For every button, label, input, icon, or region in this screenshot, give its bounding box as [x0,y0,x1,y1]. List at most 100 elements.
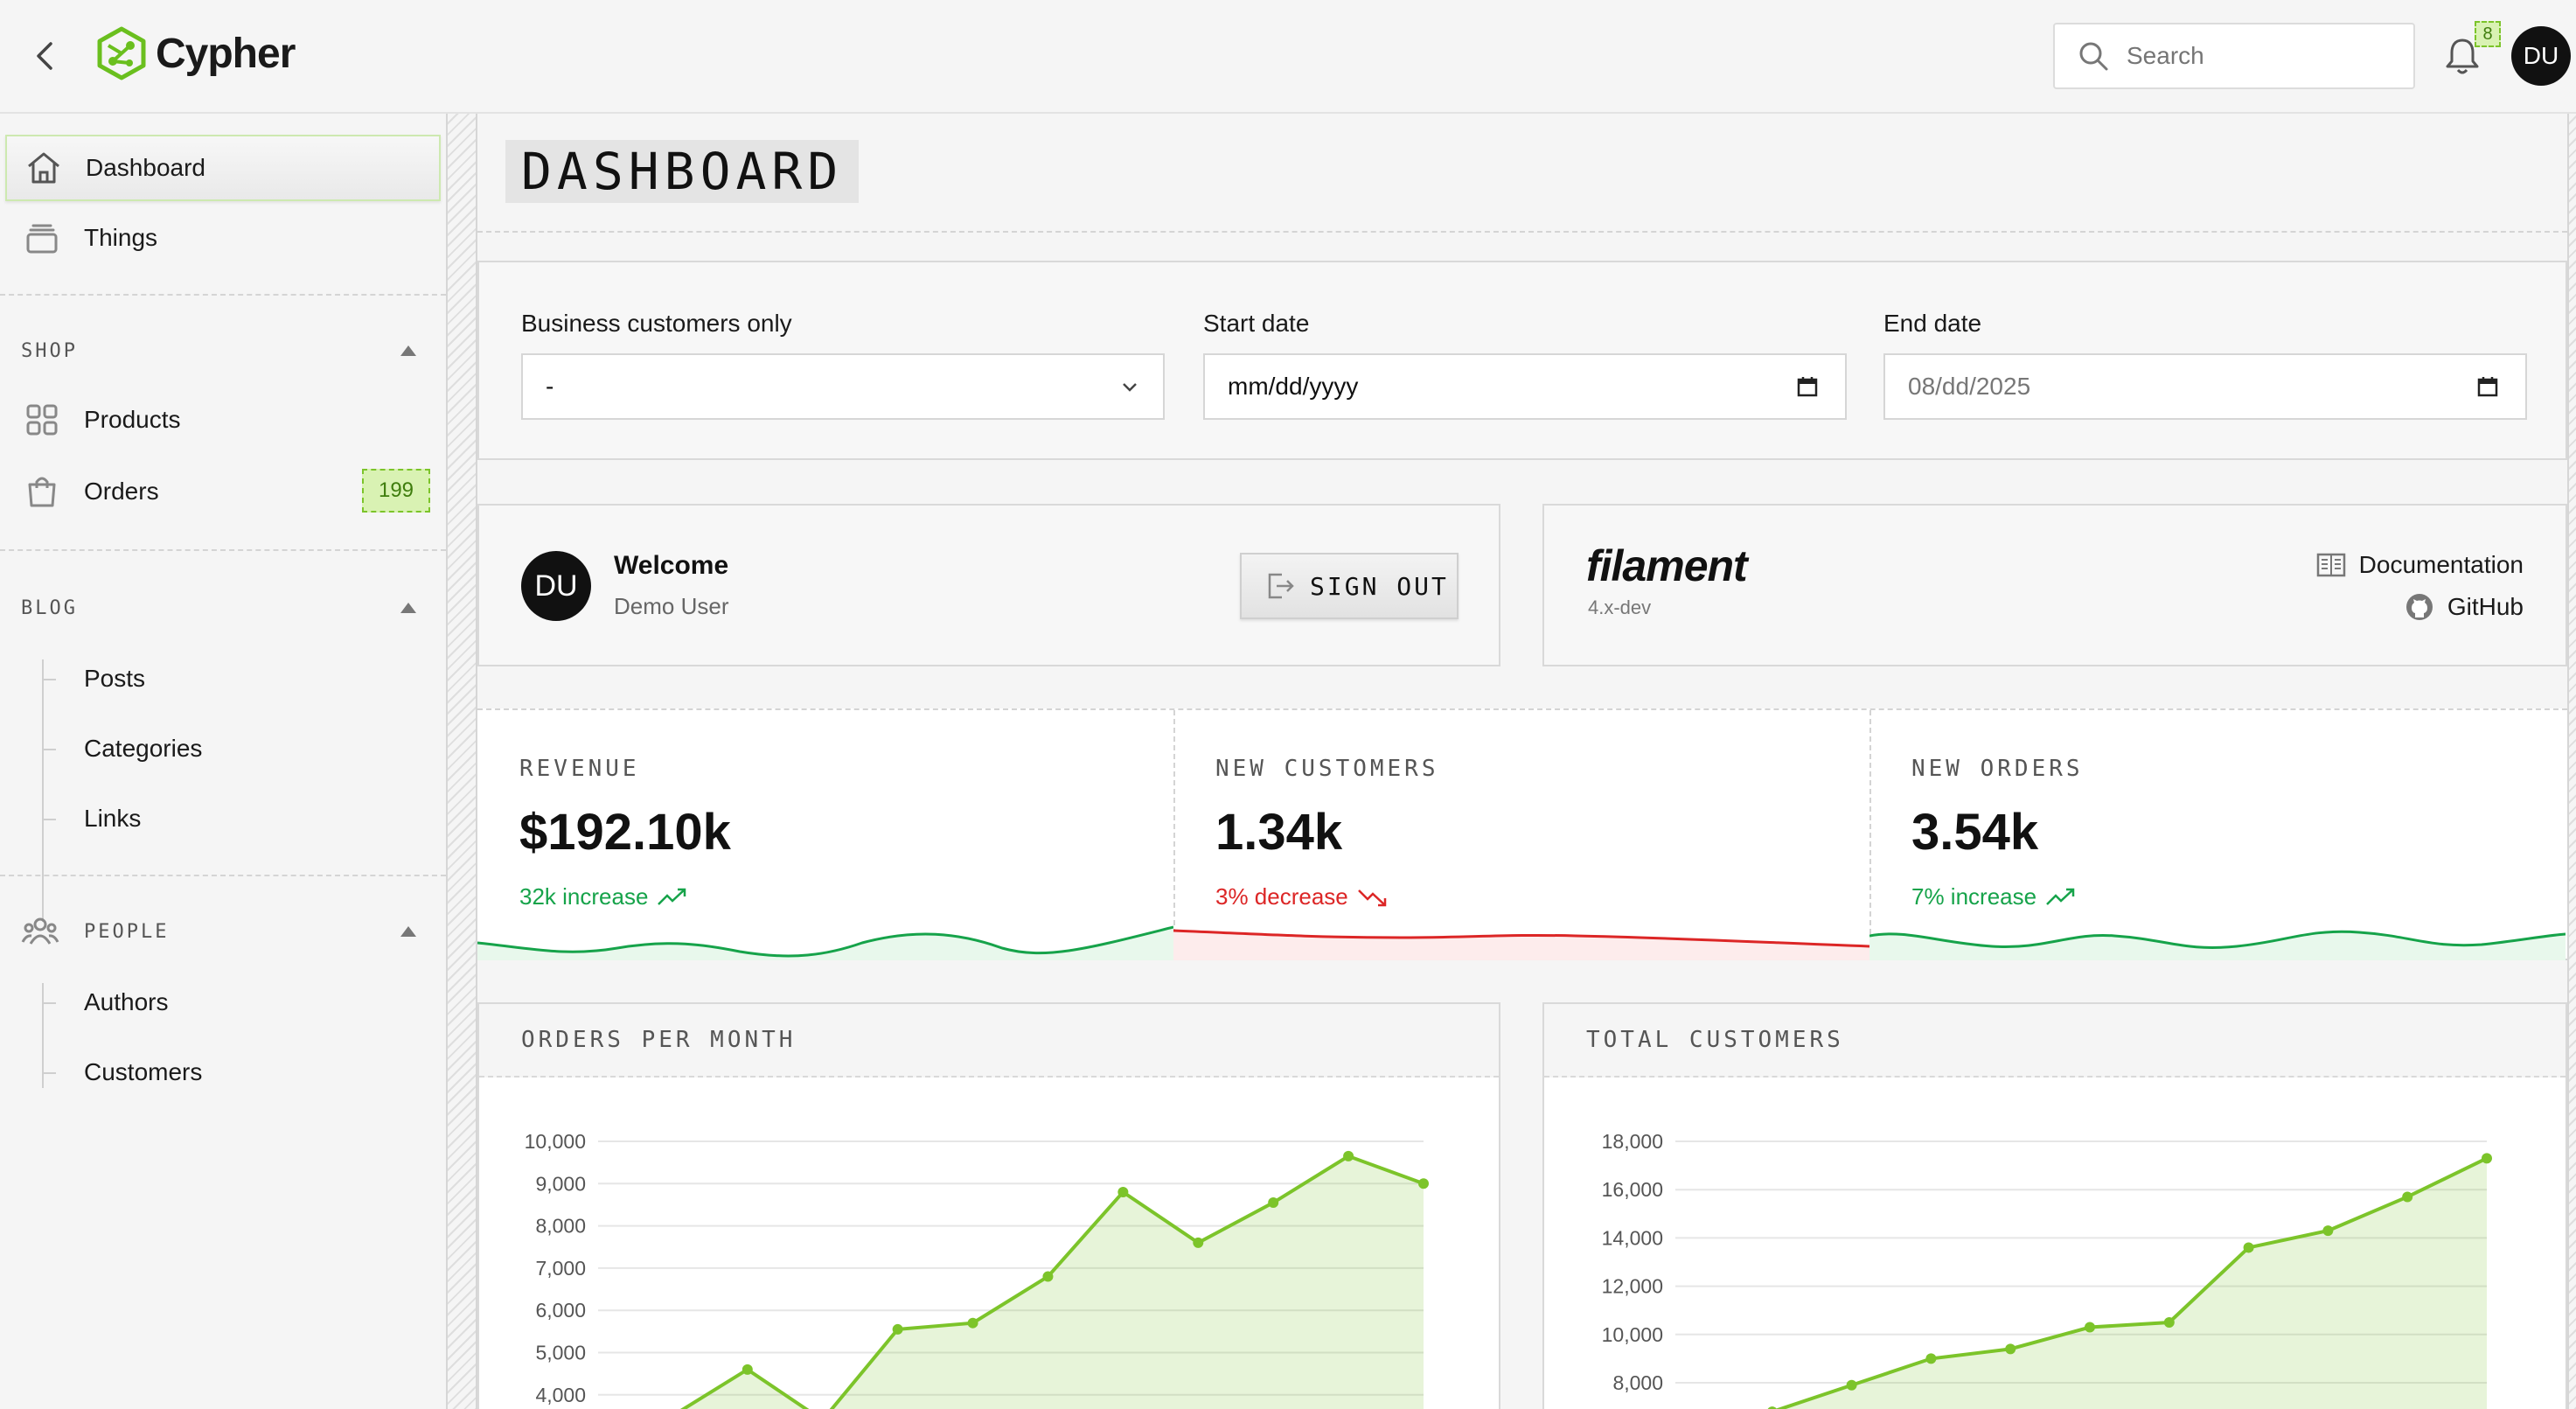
search-input[interactable] [2127,42,2389,70]
stats-overview: REVENUE $192.10k 32k increase NEW CUSTOM… [477,708,2567,960]
stat-label: NEW CUSTOMERS [1215,756,1439,782]
trending-down-icon [1357,889,1387,906]
area-fill [683,1155,1424,1409]
shopping-bag-icon [28,477,56,507]
y-tick-label: 10,000 [525,1130,586,1153]
data-point [1193,1237,1204,1248]
brand[interactable]: Cypher [96,26,296,80]
sidebar-item-things[interactable]: Things [5,205,441,271]
tree-tick [42,749,56,750]
data-point [1846,1379,1857,1391]
stat-description: 32k increase [519,883,688,910]
stat-description-text: 3% decrease [1215,883,1348,910]
total-customers-chart: 8,000 10,000 12,000 14,000 16,000 18,000 [1602,1130,2492,1409]
sidebar-divider [0,875,446,876]
brand-name: Cypher [156,30,296,77]
y-tick-label: 6,000 [535,1299,586,1322]
group-label: BLOG [21,596,78,619]
sidebar: Dashboard Things SHOP Products Orders 19… [0,114,446,1409]
data-point [1925,1353,1937,1364]
sidebar-item-categories[interactable]: Categories [5,715,441,782]
collapse-caret-icon[interactable] [400,926,416,937]
end-date-input[interactable]: 08/dd/2025 [1883,353,2527,420]
github-icon [2405,594,2433,620]
collapse-caret-icon[interactable] [400,345,416,356]
y-tick-label: 9,000 [535,1172,586,1195]
customers-chart-widget: TOTAL CUSTOMERS 8,000 10,000 12,000 14,000 1… [1542,1002,2567,1409]
github-link[interactable]: GitHub [2404,591,2524,623]
tree-tick [42,1072,56,1074]
people-icon [21,917,59,945]
sidebar-item-authors[interactable]: Authors [5,969,441,1036]
sidebar-item-label: Things [84,224,158,251]
filament-logo[interactable]: filament [1586,541,1748,590]
sidebar-item-dashboard[interactable]: Dashboard [5,135,441,201]
data-point [1268,1197,1279,1209]
revenue-sparkline [477,925,1173,960]
stat-value: 3.54k [1911,804,2039,861]
grid-icon [26,404,58,436]
stack-icon [26,224,58,254]
trending-up-icon [2046,888,2075,905]
data-point [2402,1191,2413,1203]
user-avatar: DU [521,551,591,621]
sidebar-item-links[interactable]: Links [5,785,441,852]
collapse-caret-icon[interactable] [400,603,416,613]
cypher-logo-icon [97,26,146,80]
sidebar-group-blog[interactable]: BLOG [0,586,446,630]
y-tick-label: 4,000 [535,1384,586,1406]
y-tick-label: 16,000 [1602,1178,1663,1201]
date-value: mm/dd/yyyy [1228,373,1359,400]
sidebar-edge-pattern [446,114,477,1409]
series-line [679,1154,1424,1409]
group-label: SHOP [21,339,78,362]
y-tick-label: 10,000 [1602,1323,1663,1346]
sidebar-item-label: Categories [84,735,203,762]
data-point [892,1323,903,1335]
sidebar-item-posts[interactable]: Posts [5,645,441,712]
date-value: 08/dd/2025 [1908,373,2031,400]
filament-info-widget: filament 4.x-dev Documentation GitHub [1542,504,2567,666]
search-box[interactable] [2053,23,2415,89]
stat-separator [1173,710,1175,960]
stat-label: NEW ORDERS [1911,756,2084,782]
stat-separator [1869,710,1871,960]
business-customers-select[interactable]: - [521,353,1165,420]
book-icon [2316,553,2345,577]
sign-out-button[interactable]: SIGN OUT [1240,553,1459,619]
sidebar-item-label: Posts [84,665,146,692]
orders-per-month-chart: 4,000 5,000 6,000 7,000 8,000 9,000 10,000 [525,1130,1429,1409]
welcome-title: Welcome [614,551,729,580]
start-date-input[interactable]: mm/dd/yyyy [1203,353,1847,420]
sidebar-item-products[interactable]: Products [5,387,441,453]
data-point [1343,1150,1354,1161]
area-fill [1780,1158,2487,1409]
back-chevron-icon[interactable] [30,38,61,73]
calendar-icon[interactable] [2476,375,2499,398]
documentation-label: Documentation [2358,551,2524,578]
data-point [2243,1242,2254,1253]
sidebar-item-orders[interactable]: Orders 199 [5,458,441,525]
sidebar-item-label: Dashboard [86,154,205,181]
start-date-label: Start date [1203,310,1310,337]
y-tick-label: 14,000 [1602,1226,1663,1249]
user-avatar[interactable]: DU [2511,26,2571,86]
group-label: PEOPLE [84,920,170,943]
stat-card-new-customers: NEW CUSTOMERS 1.34k 3% decrease [1173,710,1869,960]
stat-description: 3% decrease [1215,883,1389,910]
bell-icon[interactable] [2441,35,2483,77]
calendar-icon[interactable] [1796,375,1819,398]
end-date-label: End date [1883,310,1982,337]
sign-out-label: SIGN OUT [1310,571,1449,601]
sidebar-item-customers[interactable]: Customers [5,1039,441,1106]
new-orders-sparkline [1869,930,2566,960]
github-label: GitHub [2447,593,2524,620]
sidebar-group-people[interactable]: PEOPLE [0,910,446,953]
sidebar-group-shop[interactable]: SHOP [0,329,446,373]
page-title: DASHBOARD [505,140,860,203]
chart-title: TOTAL CUSTOMERS [1586,1027,1844,1053]
documentation-link[interactable]: Documentation [2315,549,2524,581]
stat-description-text: 32k increase [519,883,649,910]
new-customers-sparkline [1173,929,1869,960]
data-point [741,1364,753,1375]
